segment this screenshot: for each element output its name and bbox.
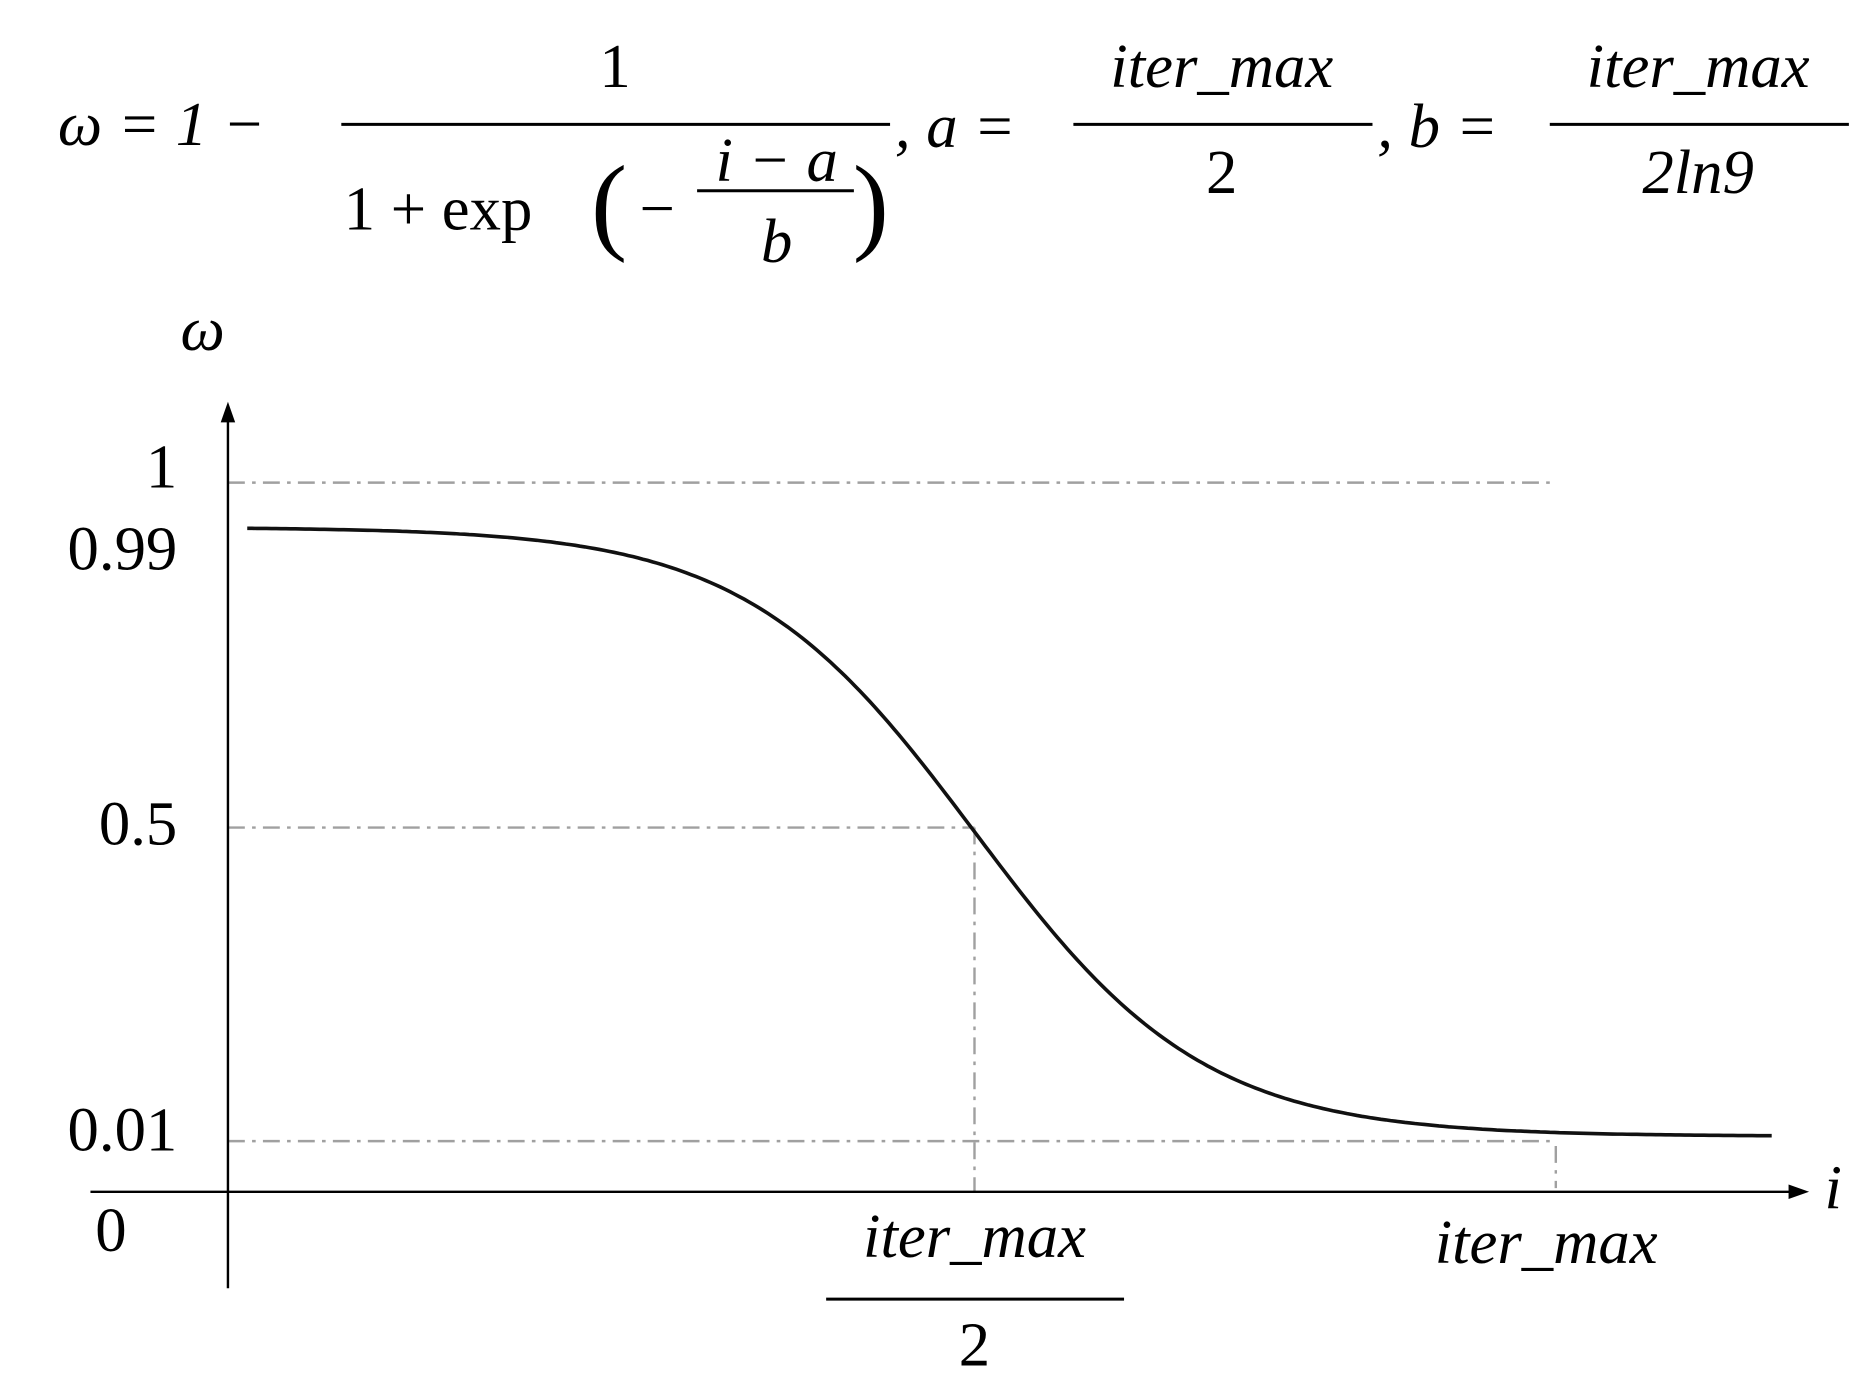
paren-open: ( <box>591 144 627 264</box>
x-tick-label: 2 <box>959 1309 990 1379</box>
paren-close: ) <box>853 144 889 264</box>
a-denominator: 2 <box>1206 137 1237 207</box>
b-label: , b = <box>1377 91 1498 161</box>
y-tick-label: 0.01 <box>68 1095 178 1165</box>
formula-lhs: ω = 1 − <box>58 89 265 159</box>
x-axis-label: i <box>1824 1153 1841 1223</box>
y-arrow <box>220 401 236 423</box>
x-tick-label: iter_max <box>1435 1207 1658 1277</box>
x-tick-label: iter_max <box>863 1201 1086 1271</box>
formula-denominator-prefix: 1 + exp <box>344 173 533 243</box>
x-arrow <box>1788 1184 1810 1200</box>
formula-numerator: 1 <box>599 31 630 101</box>
y-tick-label: 0.5 <box>99 788 177 858</box>
y-axis-label: ω <box>180 294 224 364</box>
y-tick-label: 1 <box>146 431 177 501</box>
inner-sign: − <box>640 173 675 243</box>
b-numerator: iter_max <box>1587 31 1810 101</box>
origin-label: 0 <box>95 1195 126 1265</box>
y-tick-label: 0.99 <box>68 513 178 583</box>
sigmoid-curve <box>247 526 1772 1138</box>
inner-numerator: i − a <box>715 125 837 195</box>
a-numerator: iter_max <box>1110 31 1333 101</box>
a-label: , a = <box>895 91 1016 161</box>
b-denominator: 2ln9 <box>1642 137 1753 207</box>
inner-denominator: b <box>761 206 792 276</box>
